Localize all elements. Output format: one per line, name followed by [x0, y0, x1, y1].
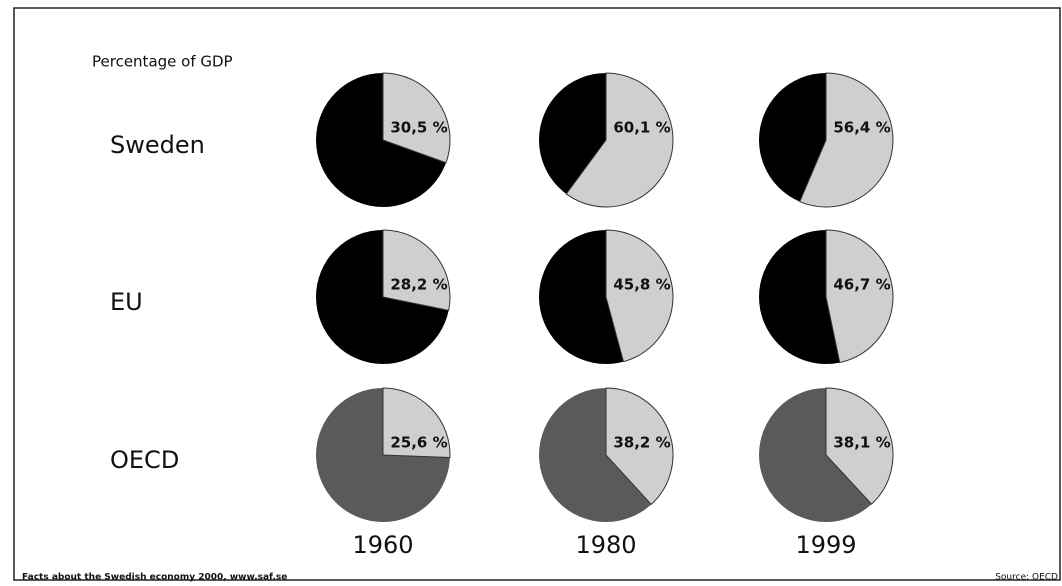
data-label: 28,2 % — [390, 276, 447, 294]
frame — [13, 7, 1061, 581]
pie-slice — [799, 72, 894, 208]
footer: Facts about the Swedish economy 2000, ww… — [22, 573, 287, 583]
pie-slice — [825, 387, 894, 505]
data-label: 56,4 % — [833, 119, 890, 137]
column-label: 1999 — [795, 531, 856, 559]
chart-subtitle: Percentage of GDP — [92, 53, 233, 71]
data-label: 25,6 % — [390, 434, 447, 452]
pie-slice — [605, 387, 674, 506]
row-label: EU — [110, 288, 143, 316]
row-label: Sweden — [110, 131, 205, 159]
data-label: 38,2 % — [613, 434, 670, 452]
pie-slice — [565, 72, 674, 208]
pie-slice — [605, 229, 674, 363]
pie-slice — [825, 229, 894, 364]
row-label: OECD — [110, 446, 179, 474]
column-label: 1980 — [575, 531, 636, 559]
data-label: 60,1 % — [613, 119, 670, 137]
source: Source: OECD — [995, 573, 1058, 583]
data-label: 46,7 % — [833, 276, 890, 294]
pie-slice — [382, 72, 451, 164]
data-label: 45,8 % — [613, 276, 670, 294]
data-label: 30,5 % — [390, 119, 447, 137]
pie-slice — [382, 387, 451, 459]
pie-slice — [382, 229, 451, 311]
data-label: 38,1 % — [833, 434, 890, 452]
column-label: 1960 — [352, 531, 413, 559]
